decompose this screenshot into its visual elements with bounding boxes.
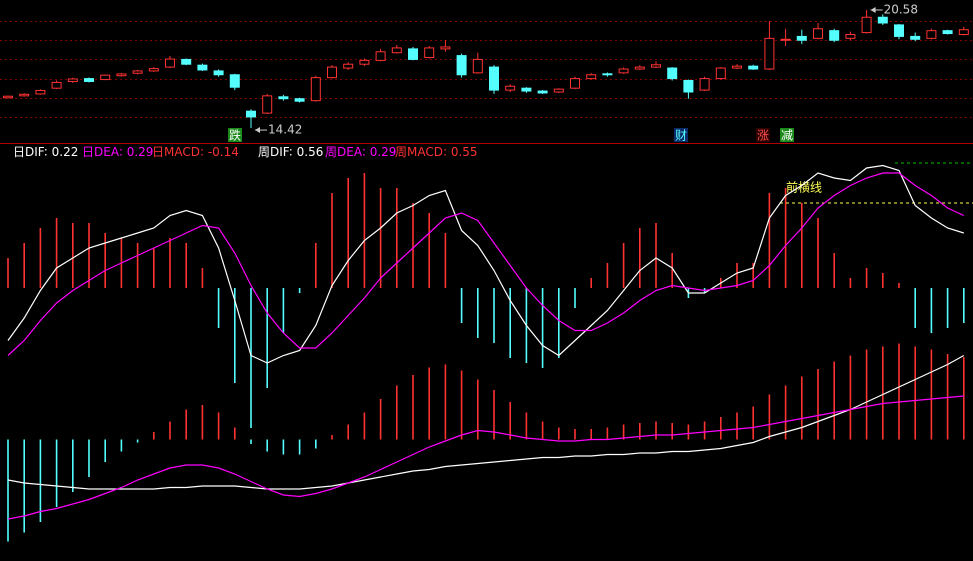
legend-value: 0.55 [451, 145, 478, 159]
annotation-box [780, 128, 794, 142]
candle-body [310, 77, 321, 102]
candle-body [197, 64, 208, 71]
candle-body [472, 58, 483, 74]
candle-body [926, 30, 937, 39]
legend-value: 0.29 [370, 145, 397, 159]
annotation-box [674, 128, 688, 142]
candle-body [294, 98, 305, 102]
candle-body [748, 65, 759, 70]
candle-body [683, 80, 694, 93]
candle-body [35, 89, 46, 95]
candle-body [424, 47, 435, 59]
candle-body [570, 78, 580, 89]
candle-body [84, 78, 94, 82]
candle-body [942, 30, 953, 35]
candle-body [910, 35, 921, 40]
legend-value: -0.14 [208, 145, 239, 159]
candle-body [715, 67, 726, 80]
candle-body [732, 65, 742, 69]
candle-body [667, 67, 678, 80]
candle-body [521, 87, 532, 92]
indicator-line [7, 354, 965, 490]
candle-body [359, 59, 370, 65]
legend-entry: 周MACD: 0.55 [395, 145, 478, 159]
low-arrow [255, 127, 260, 134]
candle-body [100, 74, 111, 81]
reference-line-label: 前横线 [786, 180, 822, 195]
legend-name: 周DEA [325, 145, 363, 159]
legend-name: 周MACD [395, 145, 443, 159]
candle-body [181, 58, 192, 65]
candle-body [213, 70, 224, 76]
legend-name: 周DIF [258, 145, 290, 159]
candle-body [537, 90, 548, 94]
candle-body [699, 78, 710, 91]
candle-body [3, 95, 13, 99]
candle-body [456, 55, 467, 76]
candle-body [391, 47, 402, 54]
candle-body [51, 81, 62, 89]
high-price-label: 20.58 [884, 2, 918, 16]
candle-body [343, 63, 354, 69]
annotation: 减 [781, 129, 793, 143]
legend-name: 日DEA [82, 145, 120, 159]
candle-body [440, 46, 451, 50]
annotation-box [228, 128, 242, 142]
candle-body [602, 73, 613, 76]
candle-body [132, 70, 143, 74]
candle-body [958, 29, 969, 36]
high-arrow [870, 6, 876, 13]
candle-body [375, 51, 386, 61]
candle-body [327, 66, 337, 79]
annotation: 涨 [757, 128, 769, 143]
legend-entry: 日MACD: -0.14 [152, 145, 239, 159]
candle-body [505, 85, 516, 91]
candle-body [165, 58, 175, 68]
legend-value: 0.22 [52, 145, 79, 159]
candle-body [229, 74, 240, 88]
candle-body [618, 68, 629, 74]
candle-body [796, 35, 807, 41]
legend-entry: 日DEA: 0.29 [82, 145, 153, 159]
candle-body [634, 66, 645, 70]
candle-body [813, 28, 823, 39]
candle-body [845, 34, 856, 39]
candle-body [877, 16, 888, 24]
candle-body [67, 78, 78, 82]
candle-body [764, 37, 775, 70]
candle-body [262, 95, 273, 114]
candle-body [116, 73, 127, 77]
legend-entry: 周DEA: 0.29 [325, 145, 396, 159]
candle-body [829, 30, 840, 41]
annotation: 跌 [229, 128, 241, 143]
indicator-line [7, 164, 964, 364]
candle-body [278, 96, 289, 100]
annotation: 财 [675, 129, 687, 143]
candle-body [861, 16, 872, 34]
low-price-label: 14.42 [268, 123, 302, 137]
candle-body [148, 68, 159, 72]
candle-body [19, 93, 30, 97]
indicator-line [7, 172, 965, 356]
candle-body [586, 74, 597, 80]
legend-entry: 日DIF: 0.22 [13, 145, 78, 159]
indicator-line [7, 395, 964, 520]
legend-name: 日DIF [13, 145, 45, 159]
legend-value: 0.29 [127, 145, 154, 159]
annotation-box [756, 128, 770, 142]
legend-entry: 周DIF: 0.56 [258, 145, 323, 159]
candle-body [246, 110, 256, 118]
candle-body [489, 66, 499, 91]
candle-body [894, 24, 904, 37]
legend-value: 0.56 [297, 145, 324, 159]
candle-body [780, 38, 791, 41]
legend-name: 日MACD [152, 145, 200, 159]
candle-body [408, 48, 418, 60]
candle-body [553, 88, 564, 93]
candle-body [651, 64, 661, 68]
